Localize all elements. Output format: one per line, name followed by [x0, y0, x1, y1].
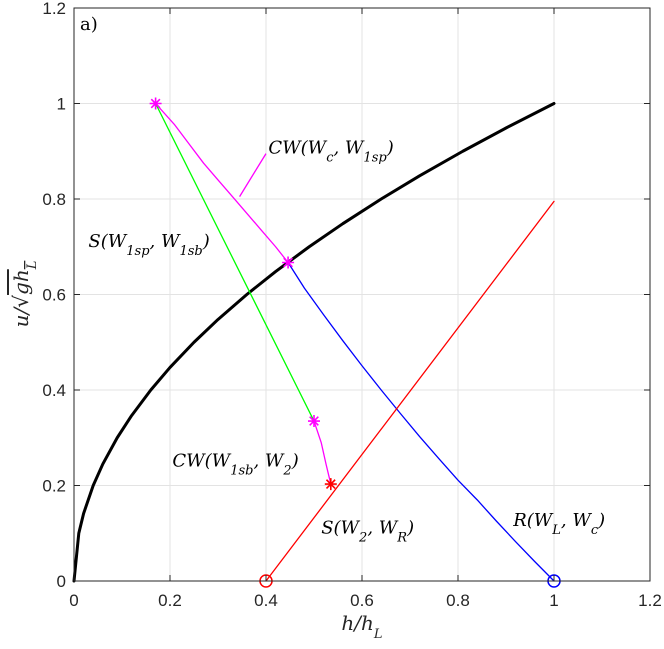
x-tick-label: 1.2 [638, 591, 662, 610]
annotation-cw-wc-w1sp: CW(Wc, W1sp) [268, 138, 393, 166]
y-tick-label: 0.2 [42, 477, 66, 496]
annotation-leader [239, 153, 267, 197]
series-lines [72, 102, 556, 583]
annotation-s-w1sp-w1sb: S(W1sp, W1sb) [88, 231, 209, 259]
y-tick-label: 0 [57, 572, 66, 591]
y-tick-label: 0.4 [42, 381, 66, 400]
marker-star-1 [282, 256, 295, 269]
y-tick-label: 1 [57, 95, 66, 114]
annotation-r-wl-wc: R(WL, Wc) [512, 510, 605, 538]
series-line-4 [313, 420, 332, 485]
x-tick-label: 0.8 [446, 591, 470, 610]
series-line-2 [154, 102, 289, 264]
x-tick-label: 0 [69, 591, 78, 610]
series-line-1 [287, 261, 555, 582]
series-line-5 [265, 200, 555, 582]
annotation-leader-line [239, 153, 267, 197]
series-line-3 [154, 102, 315, 422]
x-tick-label: 0.2 [158, 591, 182, 610]
axis-ticks: 0 0.2 0.4 0.6 0.8 1 1.2 0 0.2 0.4 0.6 0.8 1 1.2 [42, 0, 661, 610]
annotation-s-w2-wr: S(W2, WR) [321, 517, 414, 545]
marker-star-0 [149, 97, 162, 110]
x-tick-label: 0.4 [254, 591, 278, 610]
y-tick-label: 0.8 [42, 190, 66, 209]
panel-label: a) [80, 14, 98, 35]
x-tick-label: 0.6 [350, 591, 374, 610]
x-tick-label: 1 [549, 591, 558, 610]
marker-star-3 [324, 478, 337, 491]
annotation-cw-w1sb-w2: CW(W1sb, W2) [172, 450, 298, 478]
series-line-0 [72, 102, 556, 583]
y-tick-label: 0.6 [42, 286, 66, 305]
y-tick-label: 1.2 [42, 0, 66, 18]
marker-star-2 [308, 415, 320, 428]
annotations: CW(Wc, W1sp) S(W1sp, W1sb) CW(W1sb, W2) S(W… [88, 138, 605, 545]
